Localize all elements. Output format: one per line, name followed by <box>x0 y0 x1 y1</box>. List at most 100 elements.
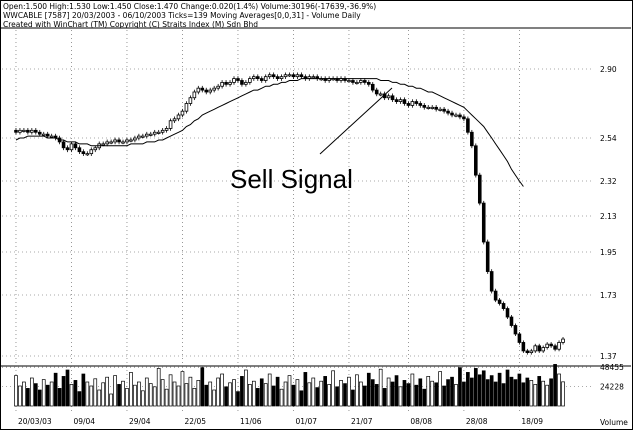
volume-bar <box>255 388 260 407</box>
ohlc-summary: Open:1.500 High:1.530 Low:1.450 Close:1.… <box>3 2 377 11</box>
candle-body <box>271 74 276 78</box>
volume-bar <box>184 383 189 407</box>
candle-body <box>220 82 224 87</box>
candle-body <box>121 141 125 144</box>
price-tick-label: 1.95 <box>600 248 617 257</box>
candle-body <box>347 80 351 83</box>
volume-bar <box>533 384 538 407</box>
candle-body <box>129 139 133 142</box>
volume-bar <box>259 378 264 407</box>
candle-body <box>474 145 478 176</box>
candle-body <box>291 74 296 78</box>
volume-bar <box>224 386 228 407</box>
volume-bar <box>426 376 431 407</box>
volume-bar <box>275 376 280 407</box>
volume-bar <box>481 370 486 407</box>
candle-body <box>493 290 498 301</box>
volume-tick-label: 24228 <box>600 383 624 392</box>
volume-bar <box>493 381 498 407</box>
candle-body <box>402 99 407 104</box>
volume-bar <box>505 369 510 407</box>
candle-body <box>117 139 121 143</box>
date-tick-label: 08/08 <box>410 417 432 426</box>
candle-body <box>101 143 105 146</box>
candle-body <box>45 133 50 137</box>
volume-bar <box>561 381 565 407</box>
date-tick-label: 01/07 <box>295 417 317 426</box>
date-tick-label: 22/05 <box>184 417 206 426</box>
candle-body <box>208 89 213 93</box>
candle-body <box>192 91 197 99</box>
volume-bar <box>366 372 371 407</box>
candle-body <box>489 271 494 292</box>
candle-body <box>537 345 542 352</box>
volume-bar <box>470 377 474 407</box>
volume-bar <box>458 367 462 407</box>
volume-bar <box>335 386 339 407</box>
candle-body <box>287 74 292 77</box>
volume-bar <box>362 385 367 407</box>
candle-body <box>470 131 474 147</box>
volume-bar <box>89 385 94 407</box>
volume-bar <box>422 388 427 407</box>
volume-bar <box>331 370 335 407</box>
sell-signal-label: Sell Signal <box>230 164 353 194</box>
volume-bar <box>378 368 383 407</box>
volume-bar <box>140 390 145 407</box>
price-tick-label: 2.32 <box>600 177 617 186</box>
candle-body <box>85 153 90 156</box>
volume-bar <box>386 377 391 407</box>
price-tick-label: 2.13 <box>600 212 617 221</box>
candle-body <box>30 129 34 133</box>
candle-body <box>259 78 264 81</box>
candle-body <box>553 345 557 350</box>
candle-body <box>37 131 42 135</box>
volume-bar <box>156 368 161 407</box>
copyright-line: Created with WinChart (TM) Copyright (C)… <box>3 20 258 29</box>
candle-body <box>434 106 438 110</box>
volume-bar <box>109 393 113 407</box>
volume-bar <box>271 385 276 407</box>
candle-body <box>244 82 248 85</box>
candle-body <box>184 103 189 112</box>
candle-body <box>34 129 38 133</box>
volume-bar <box>148 383 153 407</box>
candle-body <box>533 345 538 352</box>
volume-bar <box>521 382 526 407</box>
candle-body <box>172 118 177 122</box>
date-tick-label: 29/04 <box>129 417 151 426</box>
volume-bar <box>501 383 506 407</box>
volume-bar <box>14 375 18 407</box>
candle-body <box>61 141 66 149</box>
volume-bar <box>287 375 292 407</box>
volume-bar <box>73 380 78 407</box>
volume-bar <box>311 377 316 407</box>
price-candles <box>14 72 565 355</box>
date-tick-label: 21/07 <box>351 417 373 426</box>
volume-bar <box>414 384 419 407</box>
volume-bar <box>97 389 102 407</box>
volume-bar <box>137 381 141 407</box>
volume-bar <box>553 364 557 407</box>
candle-body <box>549 343 553 347</box>
volume-bar <box>267 373 272 407</box>
volume-bar <box>200 367 205 407</box>
volume-bar <box>355 374 359 407</box>
candle-body <box>216 85 220 89</box>
price-tick-label: 1.73 <box>600 291 617 300</box>
candle-body <box>200 87 205 91</box>
volume-bar <box>172 381 177 407</box>
volume-bar <box>406 383 411 407</box>
candle-body <box>561 338 565 343</box>
candle-body <box>378 93 383 96</box>
volume-bar <box>343 383 347 407</box>
volume-bar <box>81 373 86 407</box>
candle-body <box>481 202 486 243</box>
candle-body <box>374 89 379 95</box>
volume-bar <box>93 378 98 407</box>
volume-bar <box>49 381 54 407</box>
volume-bar <box>176 385 181 407</box>
volume-bar <box>319 380 324 407</box>
candle-body <box>529 350 534 354</box>
volume-bar <box>113 375 117 407</box>
